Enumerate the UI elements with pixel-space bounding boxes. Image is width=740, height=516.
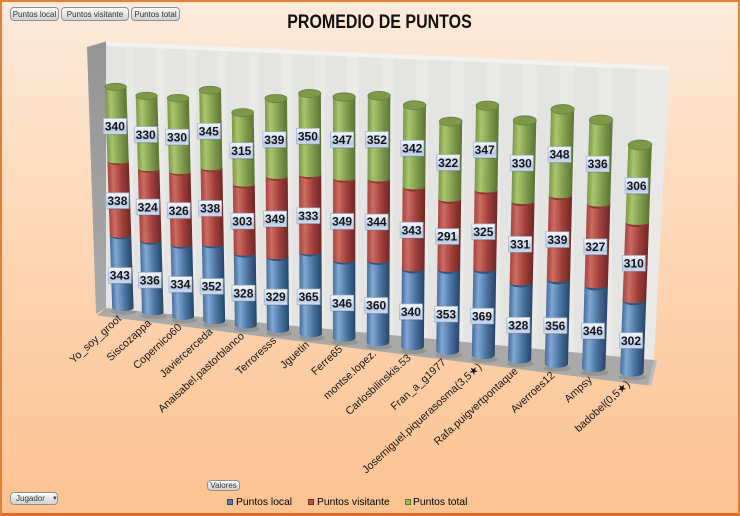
svg-text:343: 343 <box>110 269 130 283</box>
svg-text:352: 352 <box>202 280 222 294</box>
svg-text:Ampsy: Ampsy <box>562 374 595 406</box>
svg-text:353: 353 <box>436 307 456 321</box>
svg-text:303: 303 <box>232 214 252 228</box>
svg-text:310: 310 <box>624 257 644 271</box>
svg-text:345: 345 <box>199 125 219 139</box>
svg-text:350: 350 <box>298 130 318 144</box>
svg-text:330: 330 <box>167 130 187 144</box>
svg-text:344: 344 <box>367 215 387 229</box>
svg-text:315: 315 <box>231 144 251 158</box>
svg-text:356: 356 <box>545 319 565 333</box>
svg-text:331: 331 <box>510 238 530 252</box>
svg-text:340: 340 <box>401 305 421 319</box>
svg-text:306: 306 <box>627 179 647 193</box>
svg-text:347: 347 <box>475 143 495 157</box>
svg-text:Carlosbilinskis.53: Carlosbilinskis.53 <box>343 352 413 418</box>
svg-text:349: 349 <box>332 215 352 229</box>
svg-text:352: 352 <box>367 133 387 147</box>
svg-text:338: 338 <box>200 202 220 216</box>
svg-text:302: 302 <box>621 334 641 348</box>
svg-text:365: 365 <box>299 290 319 304</box>
svg-text:328: 328 <box>233 286 253 300</box>
svg-text:291: 291 <box>437 230 457 244</box>
svg-text:369: 369 <box>472 309 492 323</box>
svg-text:Jguetin: Jguetin <box>278 339 312 371</box>
svg-text:342: 342 <box>402 141 422 155</box>
svg-text:Ferre65: Ferre65 <box>309 343 345 377</box>
svg-text:333: 333 <box>298 209 318 223</box>
svg-text:330: 330 <box>136 128 156 142</box>
svg-text:324: 324 <box>138 200 158 214</box>
svg-text:336: 336 <box>588 157 608 171</box>
svg-text:338: 338 <box>107 194 127 208</box>
svg-text:Rafa.puigvertpontaque: Rafa.puigvertpontaque <box>432 365 521 448</box>
svg-text:348: 348 <box>549 148 569 162</box>
svg-text:329: 329 <box>266 290 286 304</box>
svg-text:346: 346 <box>583 324 603 338</box>
svg-text:325: 325 <box>473 225 493 239</box>
svg-text:322: 322 <box>438 156 458 170</box>
svg-text:330: 330 <box>512 156 532 170</box>
svg-text:343: 343 <box>402 223 422 237</box>
svg-text:326: 326 <box>169 204 189 218</box>
svg-text:334: 334 <box>170 278 190 292</box>
svg-text:347: 347 <box>332 133 352 147</box>
svg-text:327: 327 <box>585 240 605 254</box>
svg-text:340: 340 <box>105 120 125 134</box>
svg-text:328: 328 <box>508 319 528 333</box>
svg-text:349: 349 <box>265 212 285 226</box>
svg-text:360: 360 <box>366 299 386 313</box>
svg-text:346: 346 <box>332 296 352 310</box>
svg-text:336: 336 <box>140 273 160 287</box>
svg-text:339: 339 <box>264 133 284 147</box>
svg-text:339: 339 <box>547 233 567 247</box>
